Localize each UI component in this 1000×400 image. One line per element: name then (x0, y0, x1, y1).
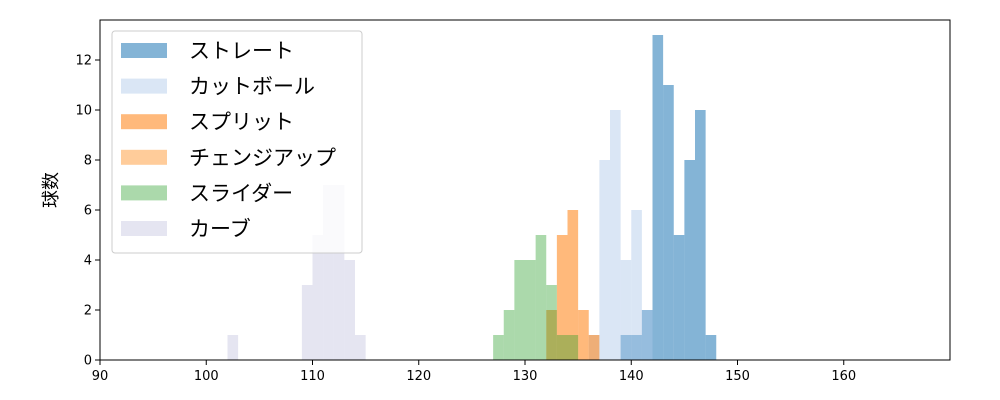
legend-swatch-3 (121, 149, 167, 165)
bar-series2-bin1 (556, 235, 568, 360)
legend-label-3: チェンジアップ (189, 146, 336, 170)
x-tick-label-4: 130 (513, 369, 538, 384)
bar-series5-bin6 (355, 335, 366, 360)
y-tick-label-3: 6 (84, 204, 92, 219)
legend-label-0: ストレート (189, 39, 294, 63)
bar-series4-bin4 (535, 235, 547, 360)
x-tick-label-5: 140 (619, 369, 644, 384)
bar-series4-bin3 (525, 260, 536, 360)
y-tick-label-1: 2 (84, 304, 92, 319)
legend-box (111, 30, 363, 254)
y-tick-label-5: 10 (75, 104, 92, 119)
bar-series2-bin2 (567, 210, 579, 360)
bar-series1-bin4 (631, 210, 642, 360)
bar-series5-bin3 (323, 185, 334, 360)
bar-series2-bin4 (588, 335, 600, 360)
bar-series0-bin2 (641, 310, 653, 360)
bar-series3-bin0 (556, 335, 568, 360)
y-tick-label-4: 8 (84, 154, 92, 169)
legend-swatch-5 (121, 221, 167, 236)
bar-series4-bin1 (503, 310, 515, 360)
y-axis-label: 球数 (41, 172, 62, 208)
bar-series1-bin1 (599, 160, 610, 360)
bar-series0-bin0 (620, 335, 632, 360)
bar-series5-bin1 (301, 285, 313, 360)
bar-series0-bin3 (652, 35, 664, 360)
y-tick-label-2: 4 (84, 254, 92, 269)
bar-series5-bin4 (333, 185, 345, 360)
x-tick-label-0: 90 (92, 369, 109, 384)
x-tick-label-7: 160 (831, 369, 856, 384)
bar-series0-bin6 (684, 160, 695, 360)
x-tick-label-3: 120 (406, 369, 431, 384)
bar-series0-bin5 (673, 235, 685, 360)
x-tick-label-2: 110 (300, 369, 325, 384)
legend-swatch-2 (121, 114, 167, 130)
bar-series4-bin2 (514, 260, 525, 360)
bar-series5-bin5 (344, 260, 355, 360)
bar-series0-bin1 (631, 335, 642, 360)
x-tick-label-1: 100 (194, 369, 219, 384)
bars-layer (227, 35, 717, 360)
bar-series2-bin3 (578, 310, 589, 360)
x-axis: 90 100 110 120 130 140 150 160 (92, 360, 856, 384)
bar-series4-bin5 (546, 285, 557, 360)
y-tick-label-6: 12 (75, 54, 92, 69)
bar-series2-bin0 (546, 310, 557, 360)
legend-swatch-0 (121, 43, 167, 58)
legend-label-1: カットボール (189, 75, 315, 99)
legend-label-4: スライダー (189, 181, 293, 205)
bar-series3-bin1 (567, 335, 579, 360)
legend-label-2: スプリット (189, 110, 294, 134)
bar-series1-bin3 (620, 260, 632, 360)
bar-series0-bin4 (663, 85, 674, 360)
y-axis: 0 2 4 6 8 10 12 (75, 54, 100, 369)
bar-series0-bin8 (705, 335, 717, 360)
y-tick-label-0: 0 (84, 354, 92, 369)
legend-swatch-1 (121, 78, 167, 94)
bar-series4-bin6 (556, 335, 568, 360)
bar-series5-bin2 (312, 235, 324, 360)
x-tick-label-6: 150 (725, 369, 750, 384)
bar-series0-bin7 (695, 110, 706, 360)
bar-series5-bin0 (227, 335, 239, 360)
bar-series1-bin2 (610, 110, 621, 360)
legend-label-5: カーブ (189, 217, 251, 241)
bar-series1-bin5 (641, 310, 653, 360)
legend-swatch-4 (121, 185, 167, 201)
bar-series4-bin7 (567, 335, 579, 360)
bar-series4-bin0 (493, 335, 504, 360)
